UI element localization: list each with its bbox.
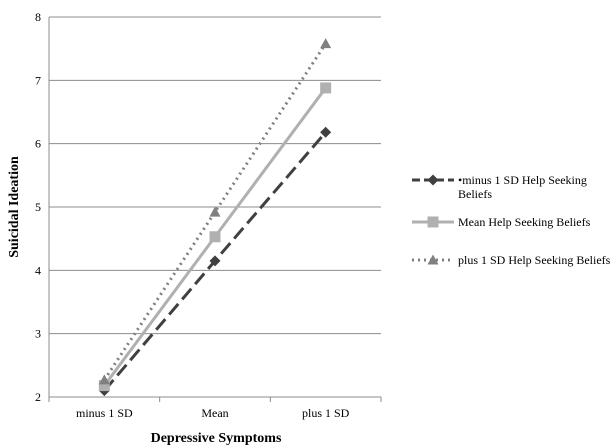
y-tick-label: 8	[35, 10, 41, 24]
legend-swatch-minus-1sd	[412, 174, 454, 186]
legend: •minus 1 SD Help Seeking Beliefs Mean He…	[410, 0, 614, 447]
data-point	[320, 38, 332, 49]
x-tick-label: Mean	[201, 406, 228, 420]
gridlines	[48, 16, 382, 402]
data-point	[209, 255, 221, 267]
y-tick-label: 3	[35, 327, 41, 341]
y-tick-label: 4	[35, 263, 41, 277]
legend-marker	[427, 174, 439, 186]
data-point	[320, 82, 332, 94]
series-2	[98, 38, 332, 385]
legend-marker	[427, 254, 439, 265]
y-tick-label: 2	[35, 390, 41, 404]
y-axis-title: Suicidal Ideation	[7, 156, 22, 258]
legend-label: plus 1 SD Help Seeking Beliefs	[458, 253, 611, 267]
legend-item-mean: Mean Help Seeking Beliefs	[410, 215, 613, 229]
y-tick-label: 6	[35, 137, 41, 151]
data-point	[98, 380, 110, 392]
series-line	[103, 42, 327, 381]
x-axis-title: Depressive Symptoms	[151, 431, 282, 446]
x-tick-label: minus 1 SD	[76, 406, 133, 420]
legend-item-minus-1sd: •minus 1 SD Help Seeking Beliefs	[410, 173, 613, 201]
x-tick-labels: minus 1 SD Mean plus 1 SD	[76, 406, 350, 420]
series-1	[98, 82, 332, 392]
legend-item-plus-1sd: plus 1 SD Help Seeking Beliefs	[410, 253, 613, 267]
series-0	[98, 126, 332, 397]
data-point	[209, 206, 221, 217]
y-tick-labels: 2 3 4 5 6 7 8	[35, 10, 41, 404]
legend-swatch-plus-1sd	[412, 254, 454, 265]
data-point	[209, 231, 221, 243]
y-tick-label: 5	[35, 200, 41, 214]
legend-label: •minus 1 SD Help Seeking Beliefs	[458, 173, 587, 201]
x-tick-label: plus 1 SD	[302, 406, 350, 420]
series-lines	[98, 38, 332, 397]
legend-swatch-mean	[412, 216, 454, 228]
data-point	[320, 126, 332, 138]
y-tick-label: 7	[35, 73, 41, 87]
data-point	[98, 374, 110, 385]
legend-label: Mean Help Seeking Beliefs	[458, 215, 591, 229]
legend-marker	[427, 216, 439, 228]
